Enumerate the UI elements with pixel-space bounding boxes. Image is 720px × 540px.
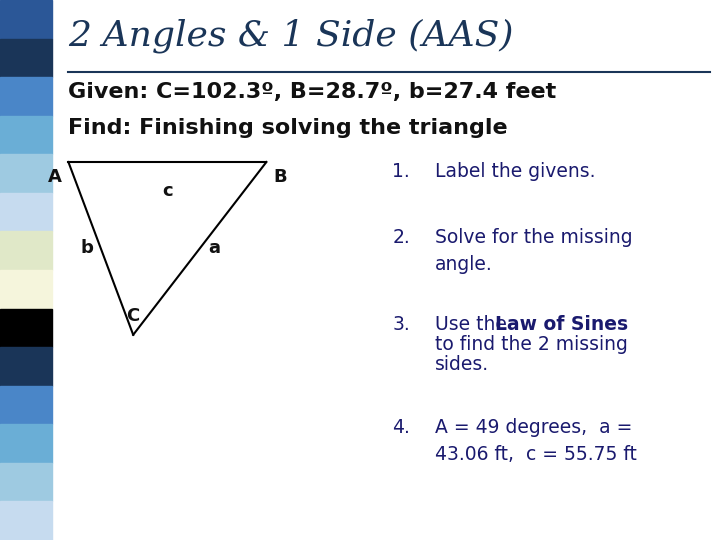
- Bar: [0, 502, 52, 540]
- Text: 2 Angles & 1 Side (AAS): 2 Angles & 1 Side (AAS): [68, 18, 513, 52]
- Bar: [0, 38, 52, 77]
- Bar: [0, 232, 52, 270]
- Text: C: C: [127, 307, 140, 325]
- Bar: [0, 270, 52, 308]
- Bar: [0, 463, 52, 502]
- Text: B: B: [274, 168, 287, 186]
- Bar: [0, 116, 52, 154]
- Text: to find the 2 missing: to find the 2 missing: [435, 335, 628, 354]
- Bar: [0, 386, 52, 424]
- Text: Find: Finishing solving the triangle: Find: Finishing solving the triangle: [68, 118, 508, 138]
- Bar: [0, 0, 52, 38]
- Bar: [0, 154, 52, 193]
- Text: Use the: Use the: [435, 315, 513, 334]
- Text: sides.: sides.: [435, 355, 489, 374]
- Bar: [0, 193, 52, 232]
- Text: Solve for the missing
angle.: Solve for the missing angle.: [435, 228, 633, 273]
- Bar: [0, 308, 52, 347]
- Bar: [0, 347, 52, 386]
- Bar: [0, 424, 52, 463]
- Text: a: a: [208, 239, 220, 258]
- Text: 2.: 2.: [392, 228, 410, 247]
- Text: Label the givens.: Label the givens.: [435, 162, 595, 181]
- Text: A = 49 degrees,  a =
43.06 ft,  c = 55.75 ft: A = 49 degrees, a = 43.06 ft, c = 55.75 …: [435, 418, 637, 463]
- Text: b: b: [81, 239, 93, 258]
- Text: 4.: 4.: [392, 418, 410, 437]
- Text: Given: C=102.3º, B=28.7º, b=27.4 feet: Given: C=102.3º, B=28.7º, b=27.4 feet: [68, 82, 557, 102]
- Bar: [0, 77, 52, 116]
- Text: c: c: [162, 182, 173, 200]
- Text: A: A: [48, 168, 61, 186]
- Text: Law of Sines: Law of Sines: [495, 315, 628, 334]
- Text: 3.: 3.: [392, 315, 410, 334]
- Text: 1.: 1.: [392, 162, 410, 181]
